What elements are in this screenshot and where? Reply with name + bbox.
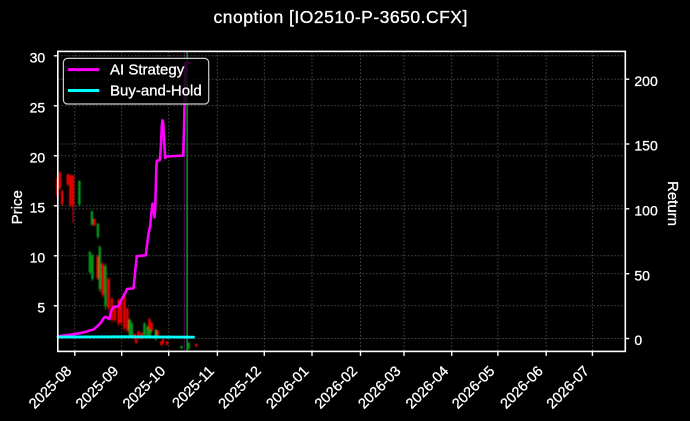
svg-text:10: 10 <box>30 250 46 266</box>
svg-text:200: 200 <box>634 73 658 89</box>
svg-text:150: 150 <box>634 138 658 154</box>
svg-text:cnoption [IO2510-P-3650.CFX]: cnoption [IO2510-P-3650.CFX] <box>214 7 468 27</box>
svg-text:15: 15 <box>30 200 46 216</box>
svg-text:30: 30 <box>30 50 46 66</box>
svg-text:Price: Price <box>9 190 26 224</box>
svg-text:Buy-and-Hold: Buy-and-Hold <box>110 82 202 99</box>
svg-text:5: 5 <box>37 300 45 316</box>
svg-text:0: 0 <box>634 332 642 348</box>
svg-text:50: 50 <box>634 267 650 283</box>
svg-text:Return: Return <box>664 181 681 226</box>
svg-text:25: 25 <box>30 100 46 116</box>
svg-text:AI Strategy: AI Strategy <box>110 61 185 78</box>
svg-text:100: 100 <box>634 203 658 219</box>
svg-text:20: 20 <box>30 150 46 166</box>
